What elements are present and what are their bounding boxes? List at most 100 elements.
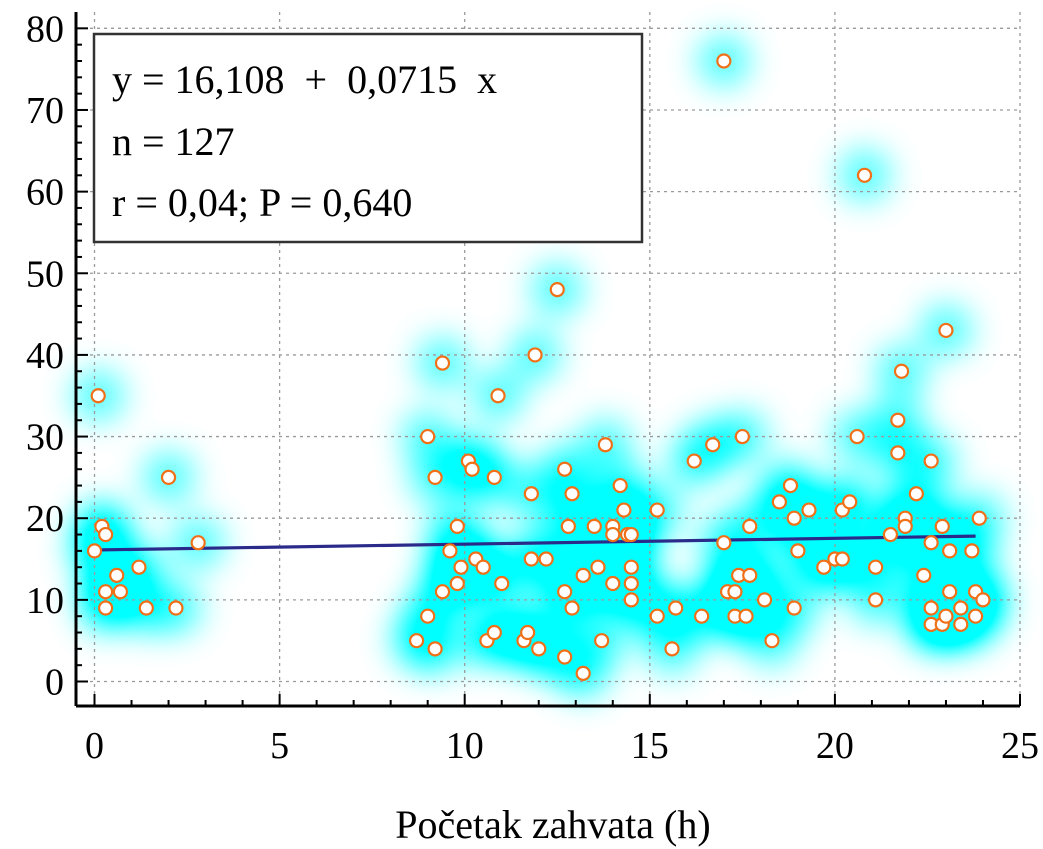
data-point [86,543,103,559]
data-point [938,608,954,624]
data-point [586,518,602,534]
data-point [694,608,710,624]
data-point [942,543,958,559]
data-point [934,518,950,534]
data-point [616,502,632,518]
data-point [90,388,106,404]
x-tick-label: 25 [1001,725,1039,767]
data-point [427,469,443,485]
data-point [612,477,628,494]
y-tick-label: 60 [26,172,64,214]
data-point [786,510,802,526]
data-point [605,575,621,592]
data-point [727,584,743,600]
data-point [442,543,458,559]
correlation-stats: r = 0,04; P = 0,640 [112,180,412,225]
data-point [597,437,613,453]
regression-stats-box: y = 16,108 + 0,0715 x n = 127 r = 0,04; … [92,32,644,244]
data-point [923,600,939,616]
data-point [434,355,451,371]
data-point [112,584,129,600]
data-point [190,535,206,551]
data-point [668,600,684,616]
x-tick-label: 20 [816,725,854,767]
data-point [98,526,114,543]
data-point [742,567,758,583]
data-point [453,559,469,575]
data-point [564,600,580,616]
regression-line [94,534,976,552]
y-tick-label: 80 [26,8,64,50]
data-point [494,575,510,592]
data-point [623,526,639,543]
data-point [953,616,969,632]
data-point [716,535,732,551]
data-point [449,575,465,592]
y-tick-label: 50 [26,253,64,295]
data-point [782,477,799,494]
x-axis-title: Početak zahvata (h) [395,802,710,847]
data-point [916,567,932,583]
data-point [408,633,425,649]
data-point [131,559,147,575]
data-point [868,592,884,608]
data-point [109,567,125,583]
data-point [623,575,639,592]
data-point [434,584,451,600]
data-point [890,412,906,428]
data-point [664,641,680,657]
data-point [868,559,884,575]
data-point [420,428,436,445]
data-point [849,428,865,445]
x-tick-label: 5 [270,725,289,767]
data-point [557,584,573,600]
x-tick-labels: 0 5 10 15 20 25 [85,725,1039,767]
data-point [734,428,750,445]
data-point [168,600,184,616]
regression-layer [94,534,976,552]
data-point [623,559,639,575]
data-point [938,322,954,339]
data-point [464,461,480,477]
data-point [756,592,773,608]
axes [74,12,1021,708]
y-tick-label: 20 [26,498,64,540]
data-point [594,633,610,649]
data-point [98,600,114,616]
data-point [449,518,465,534]
data-point [967,608,984,624]
data-point [942,584,958,600]
stats-box-frame [92,32,644,244]
data-point [98,584,114,600]
data-point [523,551,539,567]
data-point [605,526,621,543]
data-point [882,526,899,543]
y-tick-label: 0 [45,662,64,704]
y-tick-label: 70 [26,90,64,132]
data-point [738,608,754,624]
data-point [560,518,576,534]
data-point [897,518,913,534]
data-point [527,347,543,363]
data-point [649,608,665,624]
data-point [771,494,787,510]
data-point [923,535,939,551]
data-point [564,486,580,502]
data-point [923,453,939,469]
data-point [953,600,969,616]
data-point [520,624,536,641]
data-point [856,167,873,183]
data-point [549,282,565,298]
data-point [971,510,987,526]
x-tick-label: 15 [631,725,669,767]
x-tick-label: 0 [85,725,104,767]
data-point [686,453,702,469]
data-point [486,469,502,485]
data-point [490,388,506,404]
data-point [834,551,850,567]
data-point [908,486,924,502]
data-point [786,600,802,616]
data-point [590,559,606,575]
data-point [531,641,547,657]
